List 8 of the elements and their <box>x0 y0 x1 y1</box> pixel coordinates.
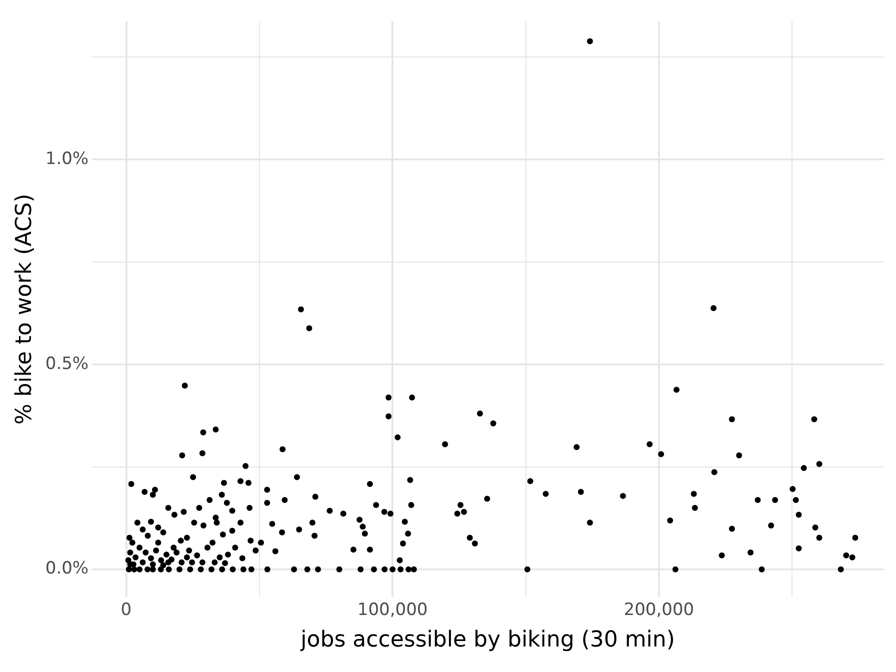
y-tick-label: 0.0% <box>45 558 89 579</box>
y-tick-label: 0.5% <box>45 354 89 374</box>
x-axis-title: jobs accessible by biking (30 min) <box>300 628 675 653</box>
x-tick-label: 0 <box>120 600 132 620</box>
y-tick-label: 1.0% <box>45 148 89 169</box>
x-tick-label: 100,000 <box>357 600 428 620</box>
y-axis-title: % bike to work (ACS) <box>12 194 37 425</box>
x-tick-label: 200,000 <box>624 600 694 620</box>
